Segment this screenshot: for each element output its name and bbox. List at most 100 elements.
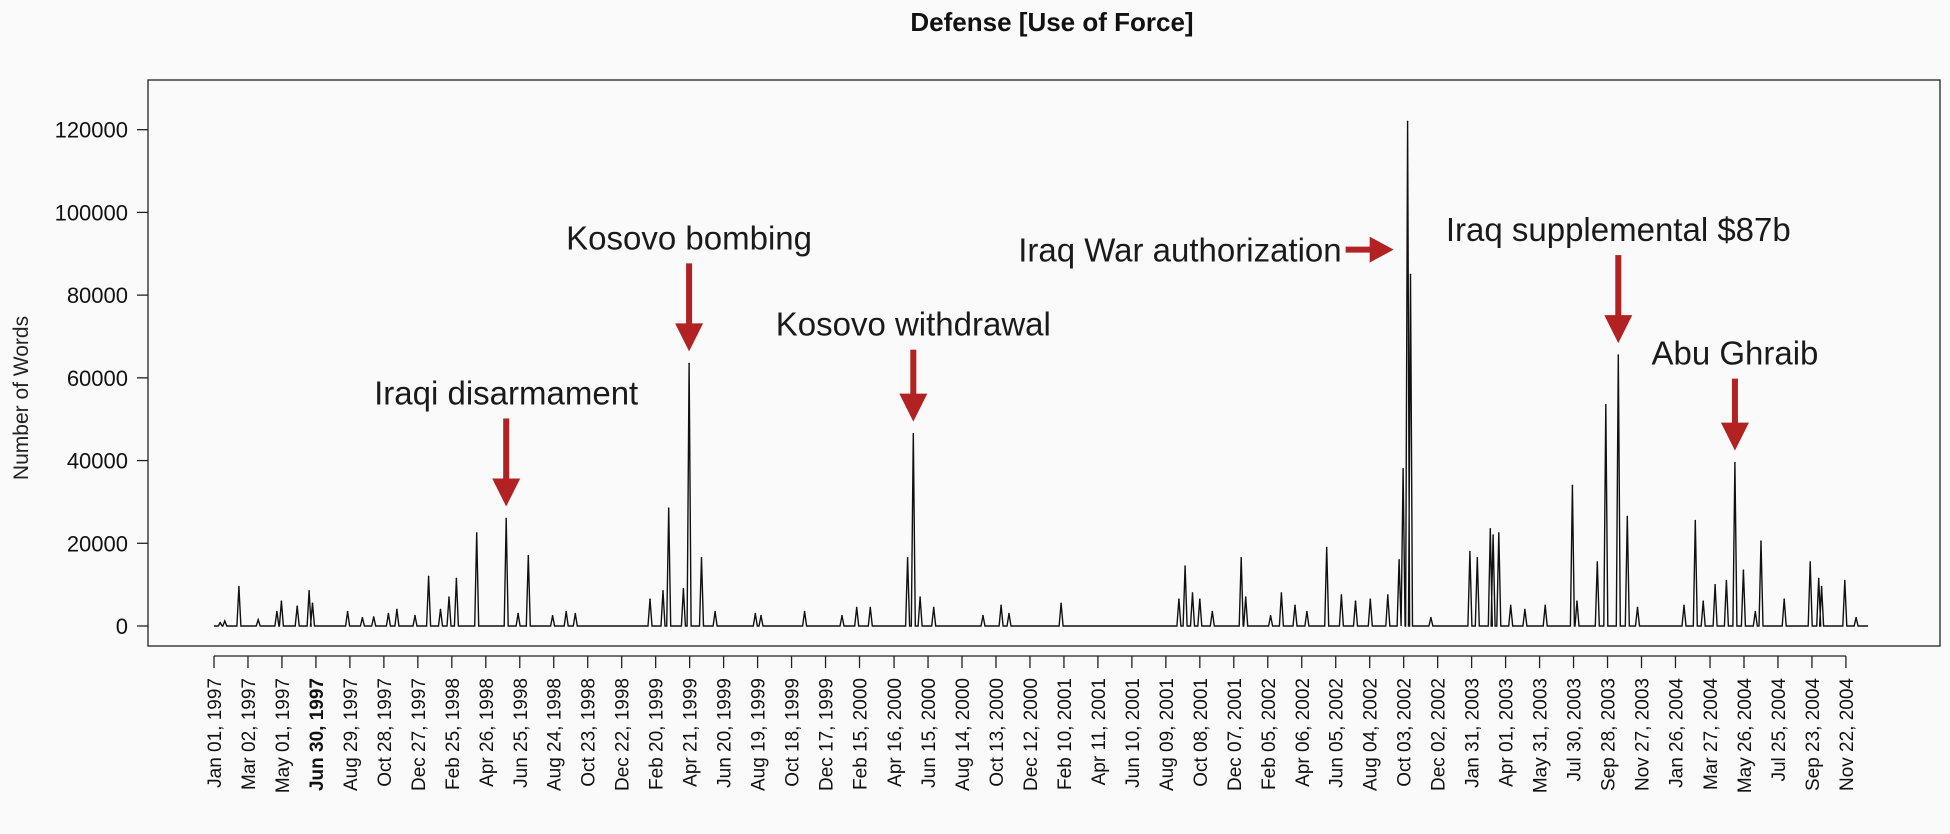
data-point: [517, 612, 519, 615]
data-point: [1178, 598, 1180, 600]
data-point: [1742, 569, 1745, 571]
x-tick-label: Aug 04, 2002: [1361, 678, 1382, 791]
x-tick-label: Jun 25, 1998: [511, 678, 532, 788]
data-point: [1184, 565, 1186, 567]
x-tick-label: Apr 11, 2001: [1089, 678, 1110, 785]
x-tick-label: May 26, 2004: [1735, 678, 1756, 794]
x-tick-label: Jun 10, 2001: [1123, 678, 1144, 788]
x-tick-label: Nov 27, 2003: [1633, 678, 1654, 791]
data-point: [869, 606, 872, 609]
data-point: [932, 606, 935, 609]
y-tick-label: 120000: [55, 118, 128, 143]
chart-title: Defense [Use of Force]: [910, 7, 1193, 37]
x-tick-label: Jul 25, 2004: [1769, 678, 1790, 782]
data-point: [1060, 602, 1062, 605]
x-tick-label: Dec 07, 2001: [1225, 678, 1246, 791]
data-point: [1683, 604, 1685, 607]
x-tick-label: Jun 05, 2002: [1327, 678, 1348, 788]
data-point: [448, 596, 450, 598]
annotation: Iraqi disarmament: [374, 374, 638, 507]
arrow-shaft: [910, 349, 917, 396]
x-tick-label: May 31, 2003: [1531, 678, 1552, 793]
data-point: [1498, 532, 1500, 534]
annotation-label: Kosovo bombing: [566, 219, 812, 256]
arrow-head: [492, 478, 521, 507]
x-tick-label: Apr 26, 1998: [477, 678, 498, 787]
data-point: [1626, 515, 1629, 518]
x-tick-label: Jul 30, 2003: [1565, 678, 1586, 782]
series-line: [214, 121, 1868, 627]
data-point: [906, 556, 909, 559]
y-tick-label: 60000: [67, 366, 128, 391]
x-tick-label: Mar 02, 1997: [239, 678, 260, 790]
arrow-head: [1720, 422, 1749, 451]
data-point: [1211, 610, 1214, 613]
x-tick-label: Aug 19, 1999: [749, 678, 770, 791]
data-point: [1617, 354, 1620, 356]
x-tick-label: Jun 15, 2000: [919, 678, 940, 788]
data-point: [1783, 598, 1785, 600]
data-point: [714, 610, 716, 613]
data-point: [841, 614, 843, 617]
y-axis: 0 20000 40000 60000 80000 100000 120000: [55, 118, 148, 639]
y-tick-label: 100000: [55, 200, 128, 225]
data-point: [551, 614, 554, 617]
x-tick-label: Dec 02, 2002: [1429, 678, 1450, 791]
x-tick-label: Oct 03, 2002: [1395, 678, 1416, 787]
arrow-head: [1369, 236, 1394, 263]
data-point: [1244, 596, 1247, 598]
data-point: [280, 600, 283, 602]
x-tick-label: Feb 20, 1999: [647, 678, 668, 790]
x-tick-label: Feb 15, 2000: [851, 678, 872, 790]
x-tick-label: Nov 22, 2004: [1837, 678, 1858, 791]
data-point: [1430, 616, 1432, 619]
data-point: [238, 585, 240, 588]
data-point: [1509, 604, 1512, 607]
data-point: [396, 608, 398, 611]
data-point: [1596, 561, 1599, 563]
data-point: [1000, 604, 1002, 607]
data-point: [1409, 273, 1412, 276]
data-point: [1571, 484, 1574, 487]
x-tick-label: Feb 25, 1998: [443, 678, 464, 790]
data-point: [1008, 612, 1010, 615]
annotation-label: Iraq War authorization: [1018, 232, 1341, 269]
y-tick-label: 20000: [67, 531, 128, 556]
data-point: [1402, 468, 1404, 470]
data-point: [1406, 120, 1409, 123]
data-point: [760, 614, 762, 617]
data-point: [475, 532, 478, 534]
data-point: [361, 616, 364, 619]
data-point: [455, 577, 458, 580]
data-point: [1294, 604, 1296, 607]
data-point: [1817, 577, 1820, 580]
data-point: [1754, 610, 1757, 613]
data-point: [1280, 592, 1283, 594]
annotation-label: Iraq supplemental $87b: [1446, 211, 1791, 248]
x-tick-label: Sep 23, 2004: [1803, 678, 1824, 791]
arrow-shaft: [1345, 246, 1372, 253]
data-point: [223, 620, 226, 622]
x-tick-label: Dec 22, 1998: [613, 678, 634, 791]
arrow-shaft: [503, 418, 510, 481]
data-point: [1694, 519, 1697, 522]
annotation: Kosovo withdrawal: [776, 306, 1051, 422]
data-point: [1306, 610, 1308, 613]
data-point: [1469, 550, 1471, 553]
arrow-shaft: [1731, 378, 1738, 425]
data-point: [565, 610, 568, 613]
data-point: [1820, 585, 1823, 588]
x-tick-label: Apr 06, 2002: [1293, 678, 1314, 787]
annotation: Iraq War authorization: [1018, 232, 1394, 269]
x-tick-label: Feb 05, 2002: [1259, 678, 1280, 790]
x-tick-label: Dec 27, 1997: [409, 678, 430, 791]
data-point: [1636, 606, 1639, 609]
data-point: [1489, 528, 1492, 530]
annotation: Abu Ghraib: [1651, 335, 1818, 451]
arrow-shaft: [1615, 255, 1622, 318]
data-point: [912, 432, 915, 435]
data-point: [662, 590, 664, 592]
x-tick-label: Aug 24, 1998: [545, 678, 566, 791]
data-point: [276, 610, 278, 613]
